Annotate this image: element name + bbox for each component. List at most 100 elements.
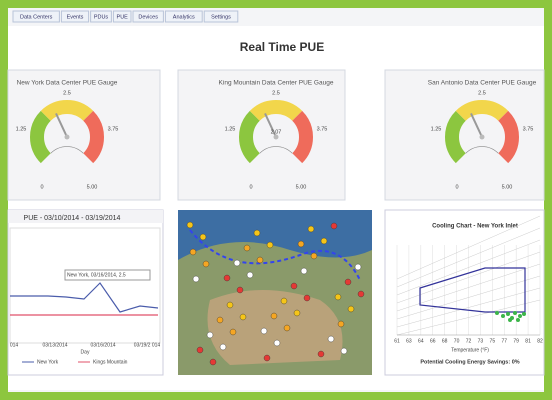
x-tick-label: 75 <box>490 338 496 344</box>
grid-line <box>396 215 541 280</box>
tab-label: Data Centers <box>20 14 53 20</box>
map-marker <box>256 256 264 264</box>
map-marker <box>320 237 328 245</box>
tooltip-text: New York, 03/16/2014, 2.5 <box>67 272 126 278</box>
map-marker <box>199 233 207 241</box>
map-marker <box>246 271 254 279</box>
map-marker <box>186 221 194 229</box>
x-axis: 61 63 64 66 68 70 72 73 75 77 79 81 82 <box>394 338 543 344</box>
map-marker <box>209 358 217 366</box>
map-marker <box>229 328 237 336</box>
x-tick-label: 81 <box>525 338 531 344</box>
gauge-label: 3.75 <box>317 126 328 132</box>
gauge-band <box>249 100 303 122</box>
x-tick-label: 63 <box>406 338 412 344</box>
x-tick-label: 73 <box>478 338 484 344</box>
chart-title: Cooling Chart - New York Inlet <box>432 224 518 230</box>
gauge-rim <box>259 146 293 154</box>
gauge-needle <box>55 113 68 138</box>
gauge-label: 3.75 <box>523 126 534 132</box>
map-marker <box>219 343 227 351</box>
tab[interactable] <box>112 10 132 23</box>
tab[interactable] <box>12 10 60 23</box>
gauge-label: 0 <box>249 184 252 190</box>
x-tick-label: 014 <box>10 342 19 348</box>
x-tick-label: 61 <box>394 338 400 344</box>
gauge-label: 0 <box>40 184 43 190</box>
gauge-label: 1.25 <box>16 126 27 132</box>
reading-dot <box>495 311 499 315</box>
gauge-band <box>445 110 467 164</box>
gauge-reading: 2.07 <box>271 129 282 135</box>
x-tick-label: 68 <box>442 338 448 344</box>
gauge-label: 2.5 <box>478 90 486 96</box>
gauge-label: 1.25 <box>225 126 236 132</box>
front <box>189 229 361 281</box>
tab[interactable] <box>203 10 239 23</box>
readings <box>495 311 526 322</box>
map-marker <box>297 240 305 248</box>
gauge-band <box>239 110 261 164</box>
map-marker <box>202 260 210 268</box>
map-marker <box>189 248 197 256</box>
map-marker <box>280 297 288 305</box>
x-tick-label: 77 <box>501 338 507 344</box>
chart-title: PUE - 03/10/2014 - 03/19/2014 <box>24 215 121 222</box>
x-tick-label: 70 <box>454 338 460 344</box>
tab-label: Events <box>67 14 84 20</box>
reading-dot <box>518 314 522 318</box>
grid-line <box>396 287 541 328</box>
gauge-band <box>30 110 52 164</box>
x-axis-title: Temperature (°F) <box>451 347 489 353</box>
footer: Potential Cooling Energy Savings: 0% <box>420 359 519 365</box>
gauge-label: 0 <box>455 184 458 190</box>
reading-dot <box>508 318 512 322</box>
panel-header <box>8 210 163 223</box>
grid-line <box>396 227 541 288</box>
x-tick-label: 03/13/2014 <box>42 342 67 348</box>
tooltip <box>64 269 151 281</box>
tab[interactable] <box>60 10 90 23</box>
x-axis-title: Day <box>81 349 90 355</box>
map-marker <box>347 305 355 313</box>
gauge-title: New York Data Center PUE Gauge <box>17 80 118 87</box>
map-marker <box>253 229 261 237</box>
map-marker <box>223 274 231 282</box>
gauge-label: 5.00 <box>502 184 513 190</box>
map-markers <box>186 221 365 366</box>
gauge-needle <box>470 113 483 138</box>
plot-area <box>9 227 161 344</box>
map-marker <box>266 241 274 249</box>
x-tick-label: 82 <box>537 338 543 344</box>
tab-label: Analytics <box>173 14 195 20</box>
map-marker <box>290 282 298 290</box>
map-marker <box>303 294 311 302</box>
map-marker <box>206 331 214 339</box>
tab[interactable] <box>164 10 203 23</box>
tab-label: Devices <box>138 14 158 20</box>
gauge-label: 1.25 <box>431 126 442 132</box>
x-tick-label: 79 <box>513 338 519 344</box>
grid-line <box>396 263 541 312</box>
tab[interactable] <box>90 10 112 23</box>
map-marker <box>243 244 251 252</box>
map-marker <box>300 267 308 275</box>
map-marker <box>239 313 247 321</box>
map-marker <box>327 335 335 343</box>
map-marker <box>196 346 204 354</box>
envelope <box>419 267 526 313</box>
map-marker <box>273 339 281 347</box>
reading-dot <box>516 318 520 322</box>
map-marker <box>337 320 345 328</box>
legend-label: Kings Mountain <box>93 359 128 365</box>
map-marker <box>270 312 278 320</box>
reading-dot <box>506 312 510 316</box>
grid-line <box>396 251 541 304</box>
tab[interactable] <box>132 10 164 23</box>
gauge-band <box>40 100 94 122</box>
map-marker <box>263 354 271 362</box>
gauge-rim <box>465 146 499 154</box>
grid-line <box>396 275 541 320</box>
map-marker <box>334 293 342 301</box>
